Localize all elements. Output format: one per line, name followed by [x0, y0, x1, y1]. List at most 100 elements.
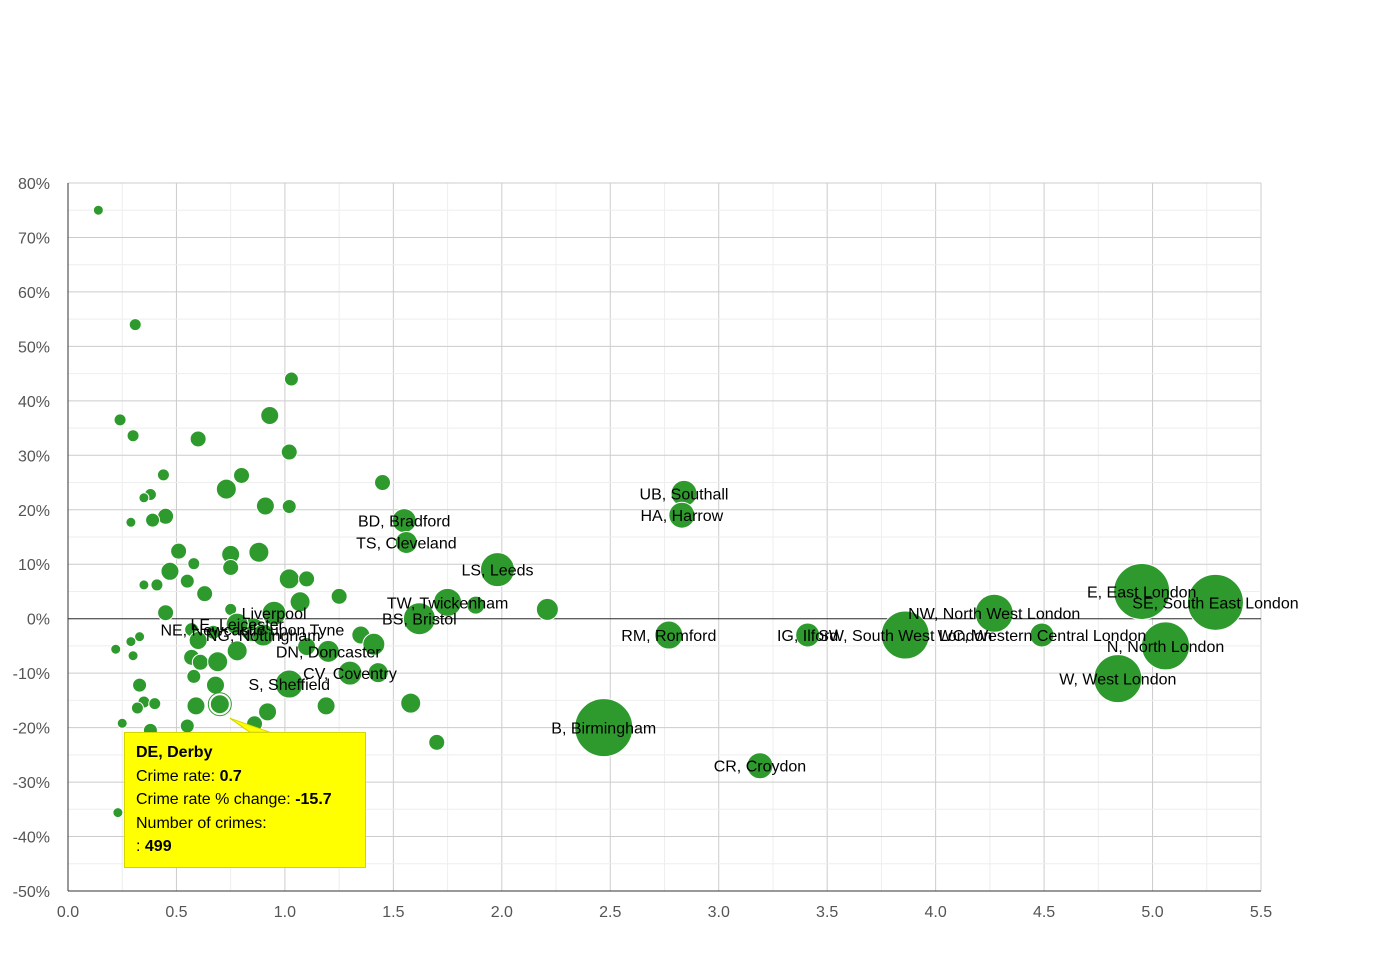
bubble[interactable]: [126, 429, 140, 443]
x-tick-label: 4.0: [925, 904, 947, 921]
bubble[interactable]: [316, 639, 340, 663]
point-labels: UB, Southall HA, Harrow BD, Bradford TS, Cl…: [160, 486, 1298, 775]
bubble[interactable]: [160, 561, 180, 581]
bubble[interactable]: [132, 677, 148, 693]
bubble[interactable]: [189, 430, 207, 448]
tooltip-count-value: 499: [144, 838, 172, 855]
bubble[interactable]: [433, 587, 463, 617]
bubble[interactable]: [110, 643, 122, 655]
bubble[interactable]: [1093, 654, 1143, 704]
bubble[interactable]: [130, 701, 144, 715]
bubble[interactable]: [150, 578, 164, 592]
bubble[interactable]: [654, 620, 684, 650]
bubble[interactable]: [974, 593, 1014, 633]
bubble[interactable]: [1186, 573, 1244, 631]
bubble[interactable]: [574, 698, 634, 758]
x-tick-label: 1.5: [382, 904, 404, 921]
bubble[interactable]: [125, 516, 137, 528]
bubble[interactable]: [260, 406, 280, 426]
y-tick-label: 30%: [18, 448, 50, 465]
bubble[interactable]: [170, 542, 188, 560]
y-tick-label: -50%: [13, 884, 50, 901]
bubble[interactable]: [138, 579, 150, 591]
point-label: UB, Southall: [640, 486, 729, 503]
bubble[interactable]: [746, 752, 774, 780]
point-label: WC, Western Central London: [938, 628, 1147, 645]
bubble[interactable]: [113, 413, 127, 427]
bubble[interactable]: [428, 733, 446, 751]
bubble[interactable]: [1029, 622, 1055, 648]
bubble[interactable]: [92, 204, 104, 216]
bubble[interactable]: [316, 696, 336, 716]
bubble[interactable]: [156, 468, 170, 482]
bubble[interactable]: [196, 585, 214, 603]
bubble[interactable]: [258, 702, 278, 722]
y-tick-label: 70%: [18, 230, 50, 247]
bubble[interactable]: [125, 636, 137, 648]
bubble[interactable]: [233, 466, 251, 484]
bubble[interactable]: [191, 653, 209, 671]
point-label: RM, Romford: [621, 628, 716, 645]
bubble[interactable]: [187, 557, 201, 571]
bubble[interactable]: [226, 640, 248, 662]
bubble[interactable]: [138, 492, 150, 504]
bubble-series: [92, 204, 1244, 819]
bubble[interactable]: [668, 501, 696, 529]
bubble[interactable]: [112, 807, 124, 819]
point-label: NW, North West London: [908, 606, 1080, 623]
bubble[interactable]: [248, 541, 270, 563]
bubble[interactable]: [362, 632, 386, 656]
bubble[interactable]: [289, 591, 311, 613]
bubble[interactable]: [186, 668, 202, 684]
bubble[interactable]: [116, 717, 128, 729]
bubble[interactable]: [297, 636, 317, 656]
bubble[interactable]: [400, 692, 422, 714]
bubble[interactable]: [134, 631, 146, 643]
bubble[interactable]: [251, 623, 275, 647]
bubble[interactable]: [261, 600, 287, 626]
bubble[interactable]: [280, 443, 298, 461]
bubble[interactable]: [127, 650, 139, 662]
point-label: DN, Doncaster: [276, 644, 382, 661]
point-label: S, Sheffield: [248, 677, 330, 694]
bubble[interactable]: [205, 675, 225, 695]
bubble[interactable]: [330, 587, 348, 605]
bubble[interactable]: [222, 558, 240, 576]
bubble[interactable]: [207, 651, 229, 673]
bubble[interactable]: [157, 507, 175, 525]
bubble[interactable]: [535, 597, 559, 621]
bubble[interactable]: [1141, 621, 1191, 671]
bubble[interactable]: [367, 662, 389, 684]
bubble[interactable]: [374, 474, 392, 492]
bubble[interactable]: [215, 478, 237, 500]
bubble[interactable]: [880, 610, 930, 660]
bubble[interactable]: [337, 660, 363, 686]
bubble[interactable]: [145, 512, 161, 528]
bubble[interactable]: [157, 604, 175, 622]
bubble[interactable]: [281, 499, 297, 515]
bubble[interactable]: [205, 624, 221, 640]
bubble[interactable]: [225, 612, 249, 636]
bubble[interactable]: [278, 568, 300, 590]
bubble[interactable]: [255, 496, 275, 516]
bubble[interactable]: [128, 318, 142, 332]
point-label: LS, Leeds: [461, 563, 533, 580]
bubble[interactable]: [283, 371, 299, 387]
bubble[interactable]: [394, 530, 418, 554]
bubble[interactable]: [148, 697, 162, 711]
point-label: HA, Harrow: [641, 508, 724, 525]
bubble[interactable]: [402, 602, 436, 636]
bubble[interactable]: [466, 595, 486, 615]
y-tick-label: -10%: [13, 666, 50, 683]
bubble[interactable]: [179, 573, 195, 589]
bubble[interactable]: [188, 630, 208, 650]
bubble[interactable]: [179, 718, 195, 734]
bubble[interactable]: [795, 622, 821, 648]
bubble-highlight-ring: [207, 692, 232, 717]
bubble[interactable]: [1113, 562, 1171, 620]
bubble[interactable]: [274, 669, 304, 699]
bubble[interactable]: [186, 696, 206, 716]
bubble[interactable]: [298, 570, 316, 588]
bubble-highlighted[interactable]: [208, 693, 231, 716]
bubble[interactable]: [479, 552, 515, 588]
